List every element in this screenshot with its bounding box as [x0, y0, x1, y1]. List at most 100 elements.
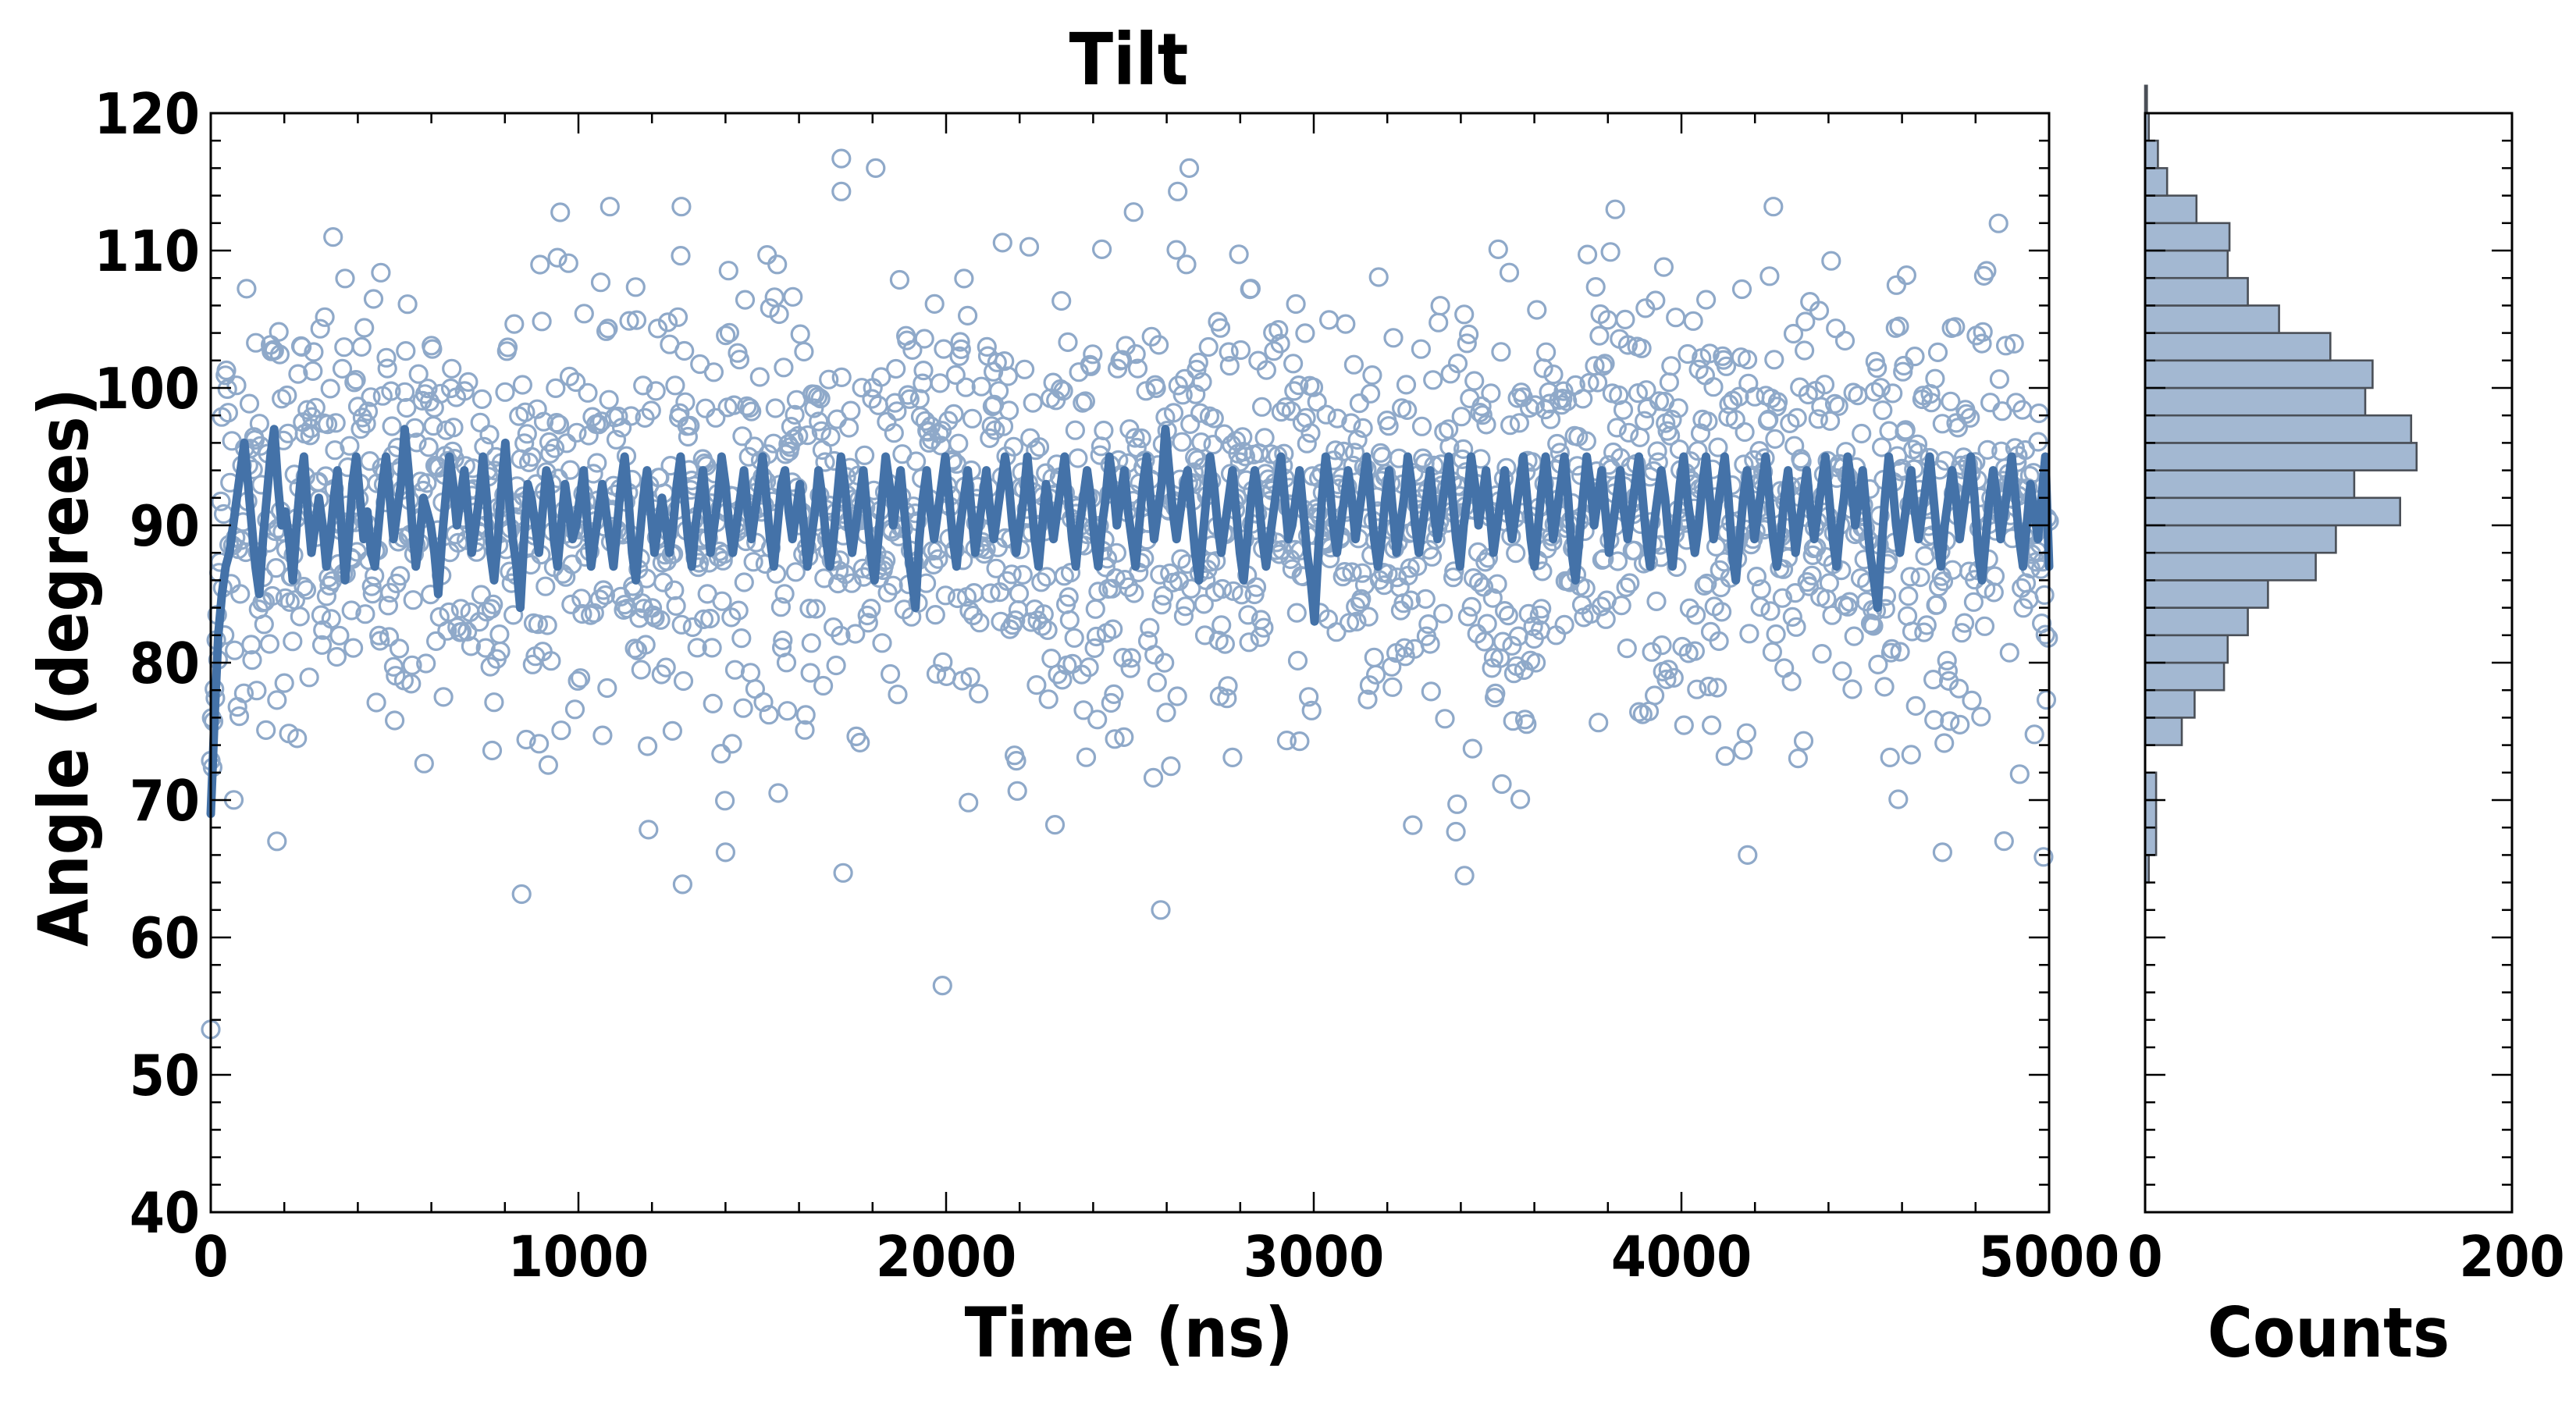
- scatter-point: [1620, 573, 1640, 593]
- scatter-point: [1326, 622, 1347, 642]
- scatter-point: [470, 412, 490, 432]
- scatter-point: [1642, 642, 1662, 662]
- scatter-point: [403, 590, 423, 610]
- scatter-point: [883, 575, 903, 596]
- scatter-point: [1397, 400, 1418, 421]
- scatter-point: [1613, 400, 1634, 420]
- scatter-point: [1927, 342, 1948, 362]
- scatter-point: [598, 318, 618, 339]
- scatter-point: [1014, 359, 1035, 379]
- scatter-point: [647, 318, 668, 339]
- scatter-point: [639, 820, 659, 840]
- scatter-point: [862, 389, 882, 409]
- scatter-point: [1387, 567, 1407, 588]
- scatter-point: [551, 720, 571, 741]
- scatter-point: [1482, 588, 1503, 608]
- scatter-point: [1106, 542, 1127, 563]
- scatter-point: [1498, 605, 1518, 626]
- scatter-point: [872, 633, 892, 653]
- scatter-point: [1457, 606, 1478, 627]
- scatter-point: [1707, 678, 1727, 698]
- scatter-point: [1809, 301, 1830, 321]
- scatter-point: [366, 692, 386, 713]
- scatter-point: [631, 660, 651, 680]
- scatter-point: [544, 438, 565, 458]
- scatter-point: [540, 443, 560, 464]
- scatter-point: [561, 594, 582, 615]
- scatter-point: [522, 654, 543, 674]
- scatter-point: [320, 379, 340, 399]
- scatter-point: [1051, 290, 1072, 311]
- scatter-point: [1543, 365, 1564, 385]
- scatter-point: [304, 342, 324, 362]
- scatter-point: [1750, 596, 1770, 617]
- scatter-point: [764, 287, 785, 308]
- scatter-point: [1444, 561, 1464, 582]
- scatter-point: [1795, 340, 1815, 361]
- y-tick-label: 120: [94, 81, 200, 147]
- scatter-point: [1059, 610, 1080, 631]
- scatter-point: [249, 414, 269, 434]
- scatter-point: [776, 653, 797, 673]
- scatter-point: [340, 436, 360, 456]
- scatter-point: [439, 602, 459, 623]
- scatter-point: [230, 584, 251, 604]
- scatter-point: [528, 614, 549, 635]
- scatter-point: [266, 557, 286, 578]
- scatter-point: [1527, 300, 1547, 320]
- scatter-point: [1782, 606, 1802, 628]
- scatter-point: [731, 628, 752, 649]
- scatter-point: [1219, 356, 1240, 376]
- scatter-point: [1301, 700, 1322, 720]
- scatter-point: [1407, 556, 1428, 576]
- histogram-bar: [2144, 414, 2413, 444]
- scatter-point: [1895, 420, 1916, 440]
- scatter-point: [770, 597, 792, 617]
- scatter-point: [408, 364, 429, 384]
- scatter-point: [361, 387, 381, 407]
- scatter-point: [2004, 333, 2024, 354]
- scatter-point: [358, 401, 379, 422]
- scatter-point: [1767, 392, 1788, 412]
- scatter-point: [1478, 548, 1499, 568]
- scatter-point: [1994, 831, 2014, 852]
- scatter-point: [267, 831, 287, 852]
- scatter-point: [1976, 261, 1997, 281]
- scatter-point: [528, 734, 550, 754]
- scatter-point: [1204, 408, 1224, 429]
- y-tick-label: 100: [94, 356, 200, 422]
- histogram-bar: [2144, 442, 2418, 471]
- scatter-point: [959, 792, 979, 813]
- scatter-point: [1297, 433, 1317, 454]
- scatter-point: [1589, 325, 1610, 346]
- scatter-point: [401, 674, 422, 694]
- scatter-point: [1059, 587, 1079, 607]
- scatter-point: [1532, 599, 1552, 619]
- scatter-point: [1712, 602, 1732, 622]
- scatter-point: [1364, 647, 1384, 667]
- scatter-point: [794, 341, 814, 362]
- scatter-point: [1464, 371, 1485, 391]
- scatter-point: [1251, 397, 1272, 417]
- scatter-point: [560, 460, 581, 480]
- scatter-point: [1124, 583, 1144, 603]
- scatter-point: [1430, 296, 1450, 316]
- scatter-point: [1848, 386, 1868, 406]
- scatter-point: [929, 423, 949, 444]
- scatter-point: [417, 473, 437, 493]
- scatter-point: [381, 381, 401, 401]
- scatter-point: [1606, 418, 1627, 438]
- scatter-point: [1630, 427, 1650, 448]
- scatter-point: [1140, 617, 1160, 638]
- scatter-point: [1668, 398, 1688, 418]
- scatter-point: [1715, 745, 1735, 767]
- scatter-point: [1889, 316, 1909, 336]
- scatter-point: [714, 791, 735, 811]
- scatter-point: [693, 609, 714, 630]
- scatter-point: [587, 453, 607, 473]
- scatter-point: [1725, 410, 1745, 430]
- histogram-x-tick-label: 0: [2127, 1224, 2162, 1289]
- scatter-point: [1044, 814, 1066, 835]
- scatter-point: [884, 423, 904, 443]
- scatter-point: [1194, 594, 1214, 614]
